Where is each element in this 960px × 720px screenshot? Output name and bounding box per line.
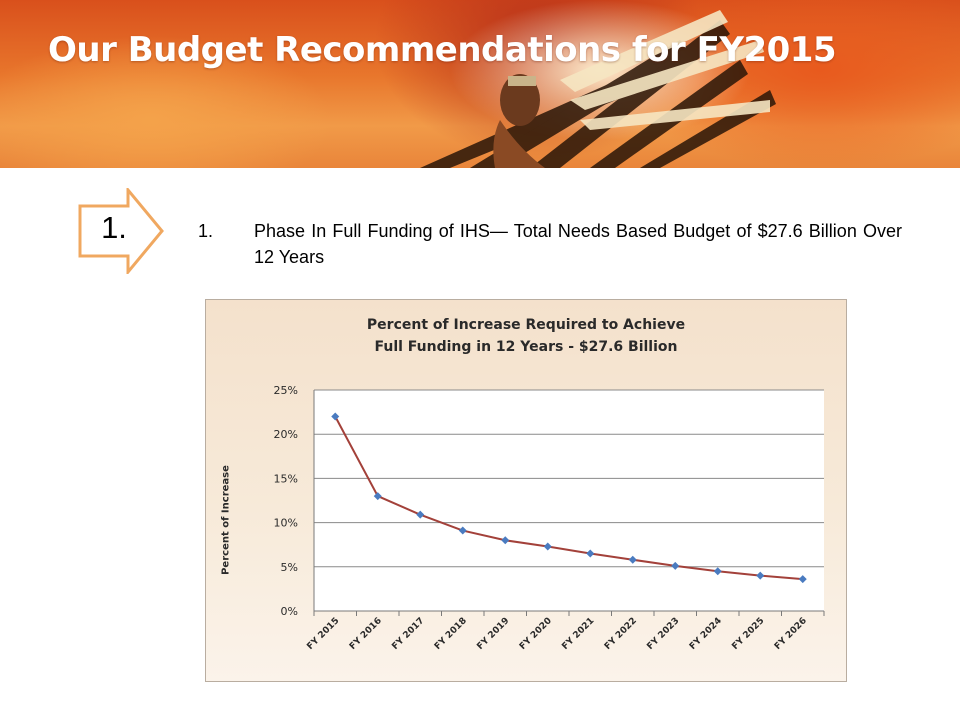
x-tick-label: FY 2015 — [305, 616, 341, 652]
x-tick-label: FY 2016 — [348, 616, 384, 652]
x-tick-label: FY 2020 — [518, 616, 554, 652]
x-tick-label: FY 2019 — [475, 616, 511, 652]
y-tick-label: 10% — [274, 517, 298, 530]
series-line — [334, 416, 803, 581]
data-point — [543, 542, 552, 551]
data-point — [756, 571, 765, 580]
x-tick-label: FY 2021 — [560, 616, 596, 652]
x-tick-label: FY 2023 — [645, 616, 681, 652]
data-point — [713, 567, 722, 576]
x-tick-label: FY 2017 — [390, 616, 426, 652]
dancer-photo — [420, 0, 776, 168]
recommendation-number: 1. — [198, 221, 214, 241]
step-arrow-icon — [78, 188, 164, 274]
chart-plot: 0%5%10%15%20%25%FY 2015 FY 2016 FY 2017 FY … — [274, 384, 825, 652]
chart: Percent of Increase Required to Achieve … — [205, 299, 847, 682]
data-point — [671, 561, 680, 570]
plot-area — [314, 390, 824, 611]
chart-title: Percent of Increase Required to Achieve … — [206, 314, 846, 358]
chart-title-line-1: Percent of Increase Required to Achieve — [366, 317, 686, 333]
data-point — [501, 536, 510, 545]
data-point — [331, 412, 340, 421]
step-number: 1. — [101, 210, 127, 245]
x-tick-label: FY 2024 — [688, 616, 724, 652]
x-tick-label: FY 2025 — [730, 616, 766, 652]
y-tick-label: 0% — [281, 605, 298, 618]
recommendation-text: Phase In Full Funding of IHS— Total Need… — [254, 221, 902, 267]
y-tick-label: 5% — [281, 561, 298, 574]
slide-title: Our Budget Recommendations for FY2015 — [48, 30, 837, 70]
data-point — [628, 555, 637, 564]
y-tick-label: 20% — [274, 428, 298, 441]
x-tick-label: FY 2026 — [773, 616, 809, 652]
x-tick-label: FY 2022 — [603, 616, 639, 652]
header-banner: Our Budget Recommendations for FY2015 — [0, 0, 960, 168]
chart-title-line-2: Full Funding in 12 Years - $27.6 Billion — [374, 339, 678, 355]
y-tick-label: 25% — [274, 384, 298, 397]
data-point — [416, 510, 425, 519]
y-tick-label: 15% — [274, 472, 298, 485]
data-point — [798, 575, 807, 584]
data-point — [458, 526, 467, 535]
recommendation-item: 1. Phase In Full Funding of IHS— Total N… — [198, 218, 902, 270]
x-tick-label: FY 2018 — [433, 616, 469, 652]
data-point — [373, 492, 382, 501]
